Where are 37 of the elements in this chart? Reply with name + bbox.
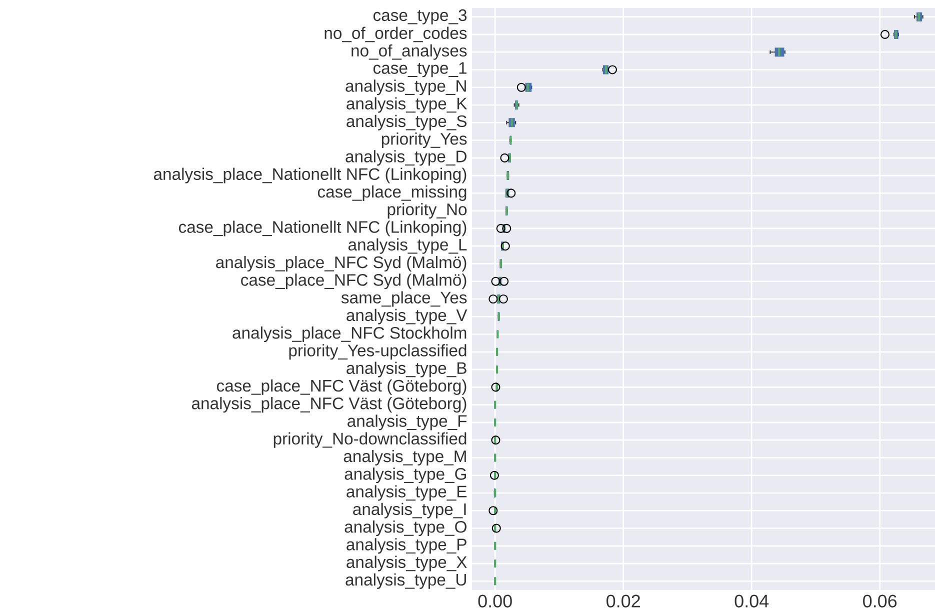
y-tick-label: analysis_place_Nationellt NFC (Linkoping) bbox=[154, 168, 466, 184]
x-tick-label: 0.00 bbox=[478, 594, 512, 608]
y-tick-label: no_of_order_codes bbox=[324, 26, 467, 42]
y-tick-label: analysis_type_N bbox=[346, 80, 466, 96]
x-tick-label: 0.06 bbox=[863, 594, 897, 608]
y-tick-label: case_place_missing bbox=[318, 185, 466, 201]
y-tick-label: analysis_type_K bbox=[346, 97, 468, 113]
y-tick-label: case_type_3 bbox=[373, 9, 467, 24]
y-tick-label: analysis_type_G bbox=[344, 468, 466, 484]
y-tick-label: analysis_type_V bbox=[346, 308, 468, 324]
y-tick-label: analysis_type_F bbox=[348, 414, 467, 430]
y-tick-label: priority_Yes bbox=[382, 132, 467, 148]
y-tick-label: priority_No bbox=[388, 203, 467, 219]
y-tick-label: no_of_analyses bbox=[352, 44, 467, 60]
y-tick-label: analysis_place_NFC Väst (Göteborg) bbox=[192, 397, 466, 413]
y-tick-label: analysis_type_I bbox=[353, 502, 466, 518]
y-tick-label: case_place_Nationellt NFC (Linkoping) bbox=[178, 220, 466, 236]
y-tick-label: analysis_place_NFC Stockholm bbox=[232, 326, 466, 342]
y-tick-label: same_place_Yes bbox=[341, 291, 467, 307]
y-tick-label: analysis_type_S bbox=[346, 114, 467, 130]
y-tick-label: analysis_place_NFC Syd (Malmö) bbox=[216, 256, 466, 272]
y-tick-label: case_place_NFC Syd (Malmö) bbox=[241, 274, 466, 290]
y-tick-label: priority_No-downclassified bbox=[274, 432, 466, 448]
y-tick-label: priority_Yes-upclassified bbox=[289, 344, 466, 360]
y-tick-label: analysis_type_E bbox=[346, 485, 467, 501]
y-tick-label: analysis_type_U bbox=[346, 573, 466, 589]
y-tick-label: analysis_type_D bbox=[346, 150, 466, 166]
y-tick-label: analysis_type_M bbox=[344, 450, 466, 466]
x-tick-label: 0.04 bbox=[734, 594, 769, 608]
y-tick-label: case_place_NFC Väst (Göteborg) bbox=[216, 379, 466, 395]
y-tick-label: analysis_type_B bbox=[346, 362, 466, 378]
y-tick-label: analysis_type_P bbox=[346, 538, 466, 554]
y-tick-label: analysis_type_L bbox=[348, 238, 467, 254]
y-tick-label: case_type_1 bbox=[373, 62, 466, 78]
y-tick-label: analysis_type_O bbox=[344, 520, 466, 536]
x-tick-label: 0.02 bbox=[606, 594, 640, 608]
y-tick-label: analysis_type_X bbox=[346, 556, 467, 572]
